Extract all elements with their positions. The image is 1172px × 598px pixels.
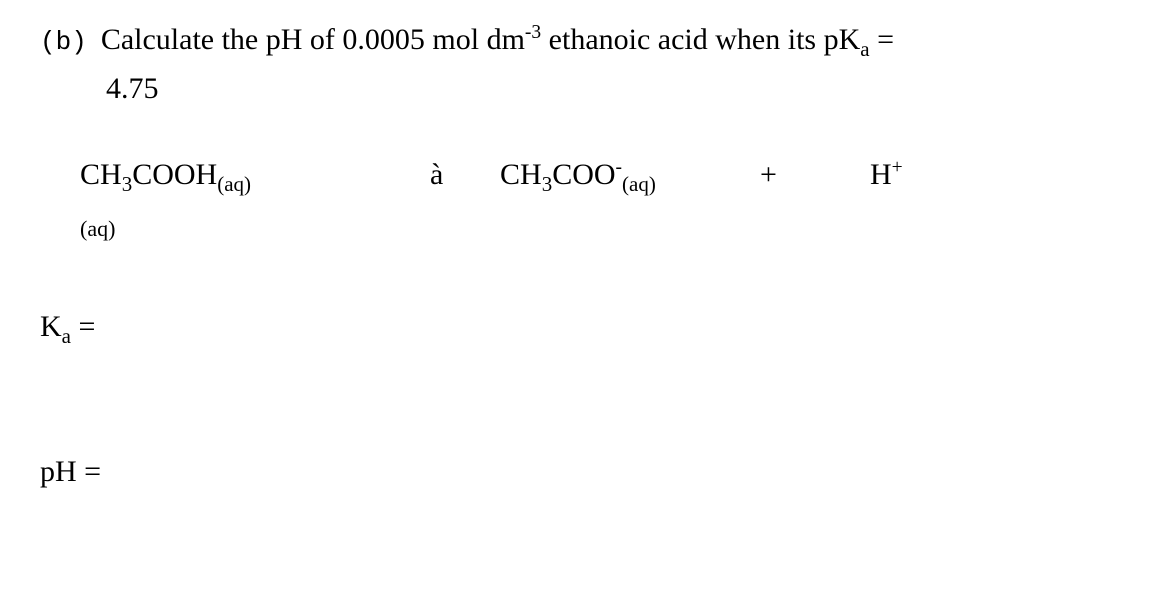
ka-pre: K (40, 310, 62, 343)
ka-sub: a (62, 324, 71, 348)
unit-exponent: -3 (525, 22, 541, 43)
pka-value: 4.75 (106, 69, 1142, 110)
reactant-pre: CH (80, 158, 122, 191)
extra-state-line: (aq) (80, 214, 1142, 244)
question-text: Calculate the pH of 0.0005 mol dm-3 etha… (101, 20, 894, 61)
question-label: (b) (40, 25, 87, 60)
reactant-state: (aq) (217, 172, 251, 196)
chemical-equation: CH3COOH(aq) à CH3COO-(aq) + H+ (80, 155, 1142, 196)
concentration-value: 0.0005 (342, 23, 425, 56)
ka-label: Ka = (40, 307, 1142, 348)
question-text-pre: Calculate the pH of (101, 23, 343, 56)
question-line: (b) Calculate the pH of 0.0005 mol dm-3 … (40, 20, 1142, 61)
unit-base: mol dm (432, 23, 525, 56)
product2-pre: H (870, 158, 892, 191)
reactant-mid: COOH (132, 158, 217, 191)
plus-sign: + (760, 155, 870, 196)
product1-state: (aq) (622, 172, 656, 196)
product1-sub1: 3 (542, 172, 553, 196)
page: (b) Calculate the pH of 0.0005 mol dm-3 … (0, 0, 1172, 512)
ka-rest: = (71, 310, 95, 343)
product-hydrogen: H+ (870, 155, 950, 196)
product1-mid: COO (552, 158, 615, 191)
pk-sub: a (860, 37, 869, 61)
reaction-arrow: à (430, 155, 500, 196)
reactant: CH3COOH(aq) (80, 155, 430, 196)
product1-pre: CH (500, 158, 542, 191)
question-text-post: = (870, 23, 894, 56)
question-text-mid: ethanoic acid when its pK (541, 23, 860, 56)
product2-sup: + (892, 157, 903, 178)
ph-label: pH = (40, 452, 1142, 493)
product-anion: CH3COO-(aq) (500, 155, 760, 196)
reactant-sub1: 3 (122, 172, 133, 196)
